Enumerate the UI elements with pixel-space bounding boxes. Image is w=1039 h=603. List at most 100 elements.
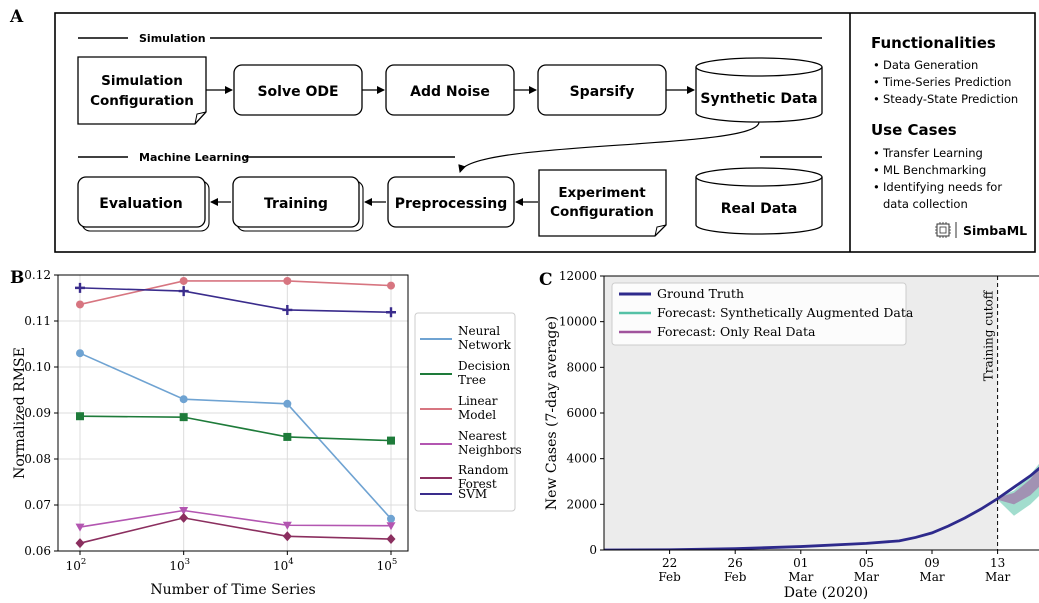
data-point-random-forest [386, 534, 396, 545]
series-line-nearest-neighbors [79, 509, 392, 528]
functionality-item: Time-Series Prediction [882, 75, 1011, 89]
y-tick-label: 4000 [566, 452, 597, 466]
data-point-nearest-neighbors [386, 522, 396, 531]
series-line-decision-tree [79, 415, 392, 442]
functionality-item: Steady-State Prediction [883, 92, 1018, 106]
y-tick-label: 10000 [559, 315, 597, 329]
box-synthetic-data: Synthetic Data [695, 57, 823, 123]
logo-text: SimbaML [963, 223, 1027, 238]
panel-b-x-ticks: 102 103 104 105 [66, 551, 398, 573]
legend-label-svm: SVM [458, 487, 487, 501]
box-preprocessing: Preprocessing [387, 176, 515, 228]
box-simulation-configuration: Simulation Configuration [77, 56, 207, 125]
panel-letter-c: C [539, 270, 553, 290]
x-tick-label: 103 [169, 557, 190, 573]
data-point-svm [386, 307, 396, 318]
panel-b-y-ticks: 0.06 0.07 0.08 0.09 0.10 0.11 0.12 [24, 268, 58, 558]
data-point-linear-model [283, 276, 292, 285]
box-add-noise: Add Noise [385, 64, 515, 116]
legend-label-random-forest: Random [458, 463, 509, 477]
x-tick-day: 09 [924, 556, 939, 570]
series-line-random-forest [79, 517, 392, 544]
legend-frame [414, 312, 516, 512]
y-tick-label: 0 [589, 543, 597, 557]
x-tick-label: 105 [377, 557, 398, 573]
series-line-linear-model [79, 280, 392, 306]
sim-config-line1: Simulation [101, 73, 183, 89]
use-case-item: Transfer Learning [882, 146, 983, 160]
legend-frame [611, 282, 907, 346]
svg-text:•: • [873, 58, 880, 72]
use-case-item: Identifying needs for [883, 180, 1002, 194]
panel-c-y-ticks: 0 2000 4000 6000 8000 10000 12000 [559, 269, 604, 557]
y-tick-label: 6000 [566, 406, 597, 420]
panel-c-legend: Ground Truth Forecast: Synthetically Aug… [611, 282, 914, 346]
svg-text:•: • [873, 146, 880, 160]
legend-label-nearest-neighbors: Nearest [458, 429, 507, 443]
y-tick-label: 0.08 [24, 452, 51, 466]
use-cases-title: Use Cases [871, 121, 957, 139]
x-tick-month: Feb [658, 570, 681, 584]
x-tick-month: Feb [724, 570, 747, 584]
x-tick-day: 26 [728, 556, 743, 570]
use-case-item: ML Benchmarking [883, 163, 986, 177]
legend-label-real: Forecast: Only Real Data [657, 324, 816, 339]
data-point-neural-network [387, 514, 395, 523]
legend-label-nearest-neighbors: Neighbors [458, 443, 522, 457]
x-tick-month: Mar [854, 570, 879, 584]
series-line-svm [79, 287, 392, 314]
data-point-random-forest [179, 512, 189, 523]
svg-text:Real Data: Real Data [721, 201, 798, 217]
panel-c-x-axis-label: Date (2020) [784, 585, 869, 601]
functionalities-title: Functionalities [871, 34, 996, 52]
svg-text:•: • [873, 180, 880, 194]
real-forecast-band [997, 467, 1039, 505]
data-point-neural-network [76, 349, 84, 358]
svg-text:•: • [873, 75, 880, 89]
y-tick-label: 0.12 [24, 268, 51, 282]
panel-c-x-ticks: 22Feb26Feb01Mar05Mar09Mar13Mar17Mar [658, 550, 1010, 584]
panel-b-grid [58, 274, 408, 552]
svg-text:Evaluation: Evaluation [99, 196, 182, 212]
training-cutoff-label: Training cutoff [982, 289, 996, 381]
y-tick-label: 2000 [566, 497, 597, 511]
data-point-nearest-neighbors [75, 523, 85, 532]
box-sparsify: Sparsify [537, 64, 667, 116]
x-tick-day: 13 [990, 556, 1005, 570]
data-point-random-forest [75, 538, 85, 549]
data-point-linear-model [76, 300, 84, 309]
panel-b-series [75, 276, 396, 549]
functionalities-list: • Data Generation • Time-Series Predicti… [873, 58, 1018, 106]
sim-config-line2: Configuration [90, 93, 194, 109]
synthetic-forecast-band [997, 463, 1039, 516]
arrow-synthetic-to-preprocessing [458, 121, 760, 173]
use-case-item: data collection [883, 197, 968, 211]
panel-a: A Simulation Simulation Configuration So… [9, 7, 1036, 253]
legend-label-synthetic: Forecast: Synthetically Augmented Data [657, 305, 914, 320]
panel-c-y-axis-label: New Cases (7-day average) [544, 316, 560, 510]
x-tick-day: 05 [859, 556, 874, 570]
legend-label-decision-tree: Tree [458, 373, 486, 387]
x-tick-month: Mar [788, 570, 813, 584]
data-point-svm [75, 282, 85, 293]
simulation-label: Simulation [139, 32, 206, 45]
data-point-neural-network [283, 399, 292, 408]
simbaml-logo: SimbaML [935, 222, 1027, 238]
data-point-linear-model [387, 281, 395, 290]
ml-label: Machine Learning [139, 151, 249, 164]
svg-text:Sparsify: Sparsify [570, 84, 635, 100]
svg-text:•: • [873, 163, 880, 177]
panel-b-x-axis-label: Number of Time Series [150, 582, 315, 598]
exp-config-line1: Experiment [558, 185, 646, 201]
chip-icon [935, 222, 951, 238]
svg-text:Synthetic Data: Synthetic Data [700, 91, 817, 107]
svg-text:Training: Training [264, 196, 328, 212]
x-tick-month: Mar [985, 570, 1010, 584]
panel-a-frame [54, 12, 1036, 253]
x-tick-label: 102 [66, 557, 87, 573]
data-point-svm [282, 304, 293, 315]
use-cases-list: • Transfer Learning • ML Benchmarking • … [873, 146, 1002, 211]
svg-text:Solve ODE: Solve ODE [257, 84, 338, 100]
